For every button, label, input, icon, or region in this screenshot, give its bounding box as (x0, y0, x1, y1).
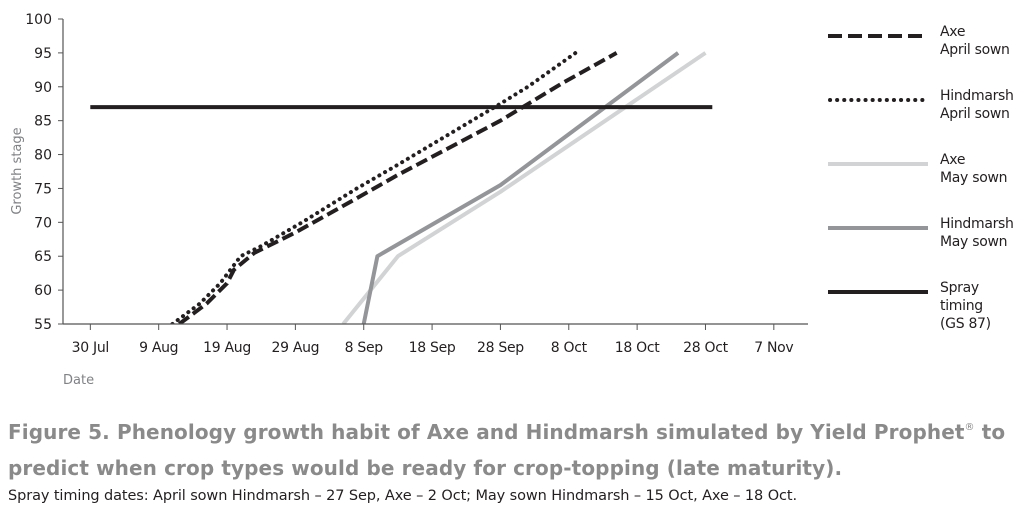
registered-mark: ® (964, 422, 975, 433)
caption-title-part1: Figure 5. Phenology growth habit of Axe … (8, 420, 965, 444)
legend-label-line: Axe (940, 152, 966, 168)
legend-item-hindmarsh-april: Hindmarsh April sown (820, 86, 1015, 150)
x-tick-label: 18 Sep (409, 340, 456, 356)
series-line-axe-may-sown (341, 51, 707, 324)
legend-label-line: Axe (940, 24, 966, 40)
series-line-axe-april-sown (178, 51, 618, 324)
legend-label-line: (GS 87) (940, 316, 991, 332)
y-tick-label: 85 (34, 114, 52, 130)
legend-swatch-hindmarsh-april (828, 98, 928, 102)
legend-label-line: May sown (940, 234, 1008, 250)
legend-item-axe-april: Axe April sown (820, 22, 1015, 86)
y-tick-label: 80 (34, 148, 52, 164)
y-tick-label: 70 (34, 215, 52, 231)
x-tick-label: 8 Sep (345, 340, 384, 356)
caption-title: Figure 5. Phenology growth habit of Axe … (8, 410, 1013, 486)
legend-item-hindmarsh-may: Hindmarsh May sown (820, 214, 1015, 278)
x-tick-label: 28 Sep (477, 340, 524, 356)
figure-caption: Figure 5. Phenology growth habit of Axe … (8, 410, 1013, 504)
legend-label-line: April sown (940, 42, 1010, 58)
x-tick-label: 29 Aug (271, 340, 319, 356)
legend-swatch-axe-may (828, 162, 928, 166)
y-tick-label: 90 (34, 80, 52, 96)
x-tick-label: 7 Nov (754, 340, 793, 356)
legend-label-line: Hindmarsh (940, 216, 1014, 232)
series-line-hindmarsh-may-sown (361, 51, 680, 324)
legend-label-line: April sown (940, 106, 1010, 122)
x-tick-label: 28 Oct (683, 340, 728, 356)
y-tick-label: 55 (34, 317, 52, 333)
legend-label-line: Hindmarsh (940, 88, 1014, 104)
legend-label-hindmarsh-may: Hindmarsh May sown (940, 215, 1014, 251)
series-line-hindmarsh-april-sown (170, 50, 578, 324)
y-tick-label: 95 (34, 46, 52, 62)
series-layer (90, 50, 713, 324)
legend-swatch-hindmarsh-may (828, 226, 928, 230)
x-tick-label: 18 Oct (615, 340, 660, 356)
legend-label-axe-may: Axe May sown (940, 151, 1007, 187)
caption-subtitle: Spray timing dates: April sown Hindmarsh… (8, 488, 797, 504)
growth-stage-chart: 55 60 65 70 75 80 85 90 95 100 30 Jul 9 Aug 19 Aug 29… (10, 12, 808, 388)
axes-layer: 55 60 65 70 75 80 85 90 95 100 30 Jul 9 Aug 19 Aug 29… (10, 12, 808, 388)
x-tick-label: 19 Aug (203, 340, 251, 356)
x-tick-label: 8 Oct (551, 340, 588, 356)
x-tick-label: 9 Aug (139, 340, 178, 356)
legend-label-spray-timing: Spray timing (GS 87) (940, 279, 1015, 333)
y-tick-label: 65 (34, 249, 52, 265)
legend-label-line: Spray timing (940, 280, 983, 314)
legend-label-line: May sown (940, 170, 1008, 186)
y-tick-label: 100 (25, 12, 52, 28)
legend-item-axe-may: Axe May sown (820, 150, 1015, 214)
caption-title-part2: to predict when crop types would be read… (8, 420, 1006, 480)
y-tick-label: 60 (34, 283, 52, 299)
legend-label-hindmarsh-april: Hindmarsh April sown (940, 87, 1014, 123)
legend-item-spray-timing: Spray timing (GS 87) (820, 278, 1015, 342)
x-tick-label: 30 Jul (72, 340, 109, 356)
legend-swatch-spray-timing (828, 290, 928, 294)
y-axis-label: Growth stage (10, 127, 25, 214)
legend: Axe April sown Hindmarsh April sown Axe … (820, 22, 1015, 342)
y-tick-label: 75 (34, 181, 52, 197)
legend-label-axe-april: Axe April sown (940, 23, 1010, 59)
x-axis-label: Date (63, 373, 94, 388)
legend-swatch-axe-april (828, 34, 928, 38)
